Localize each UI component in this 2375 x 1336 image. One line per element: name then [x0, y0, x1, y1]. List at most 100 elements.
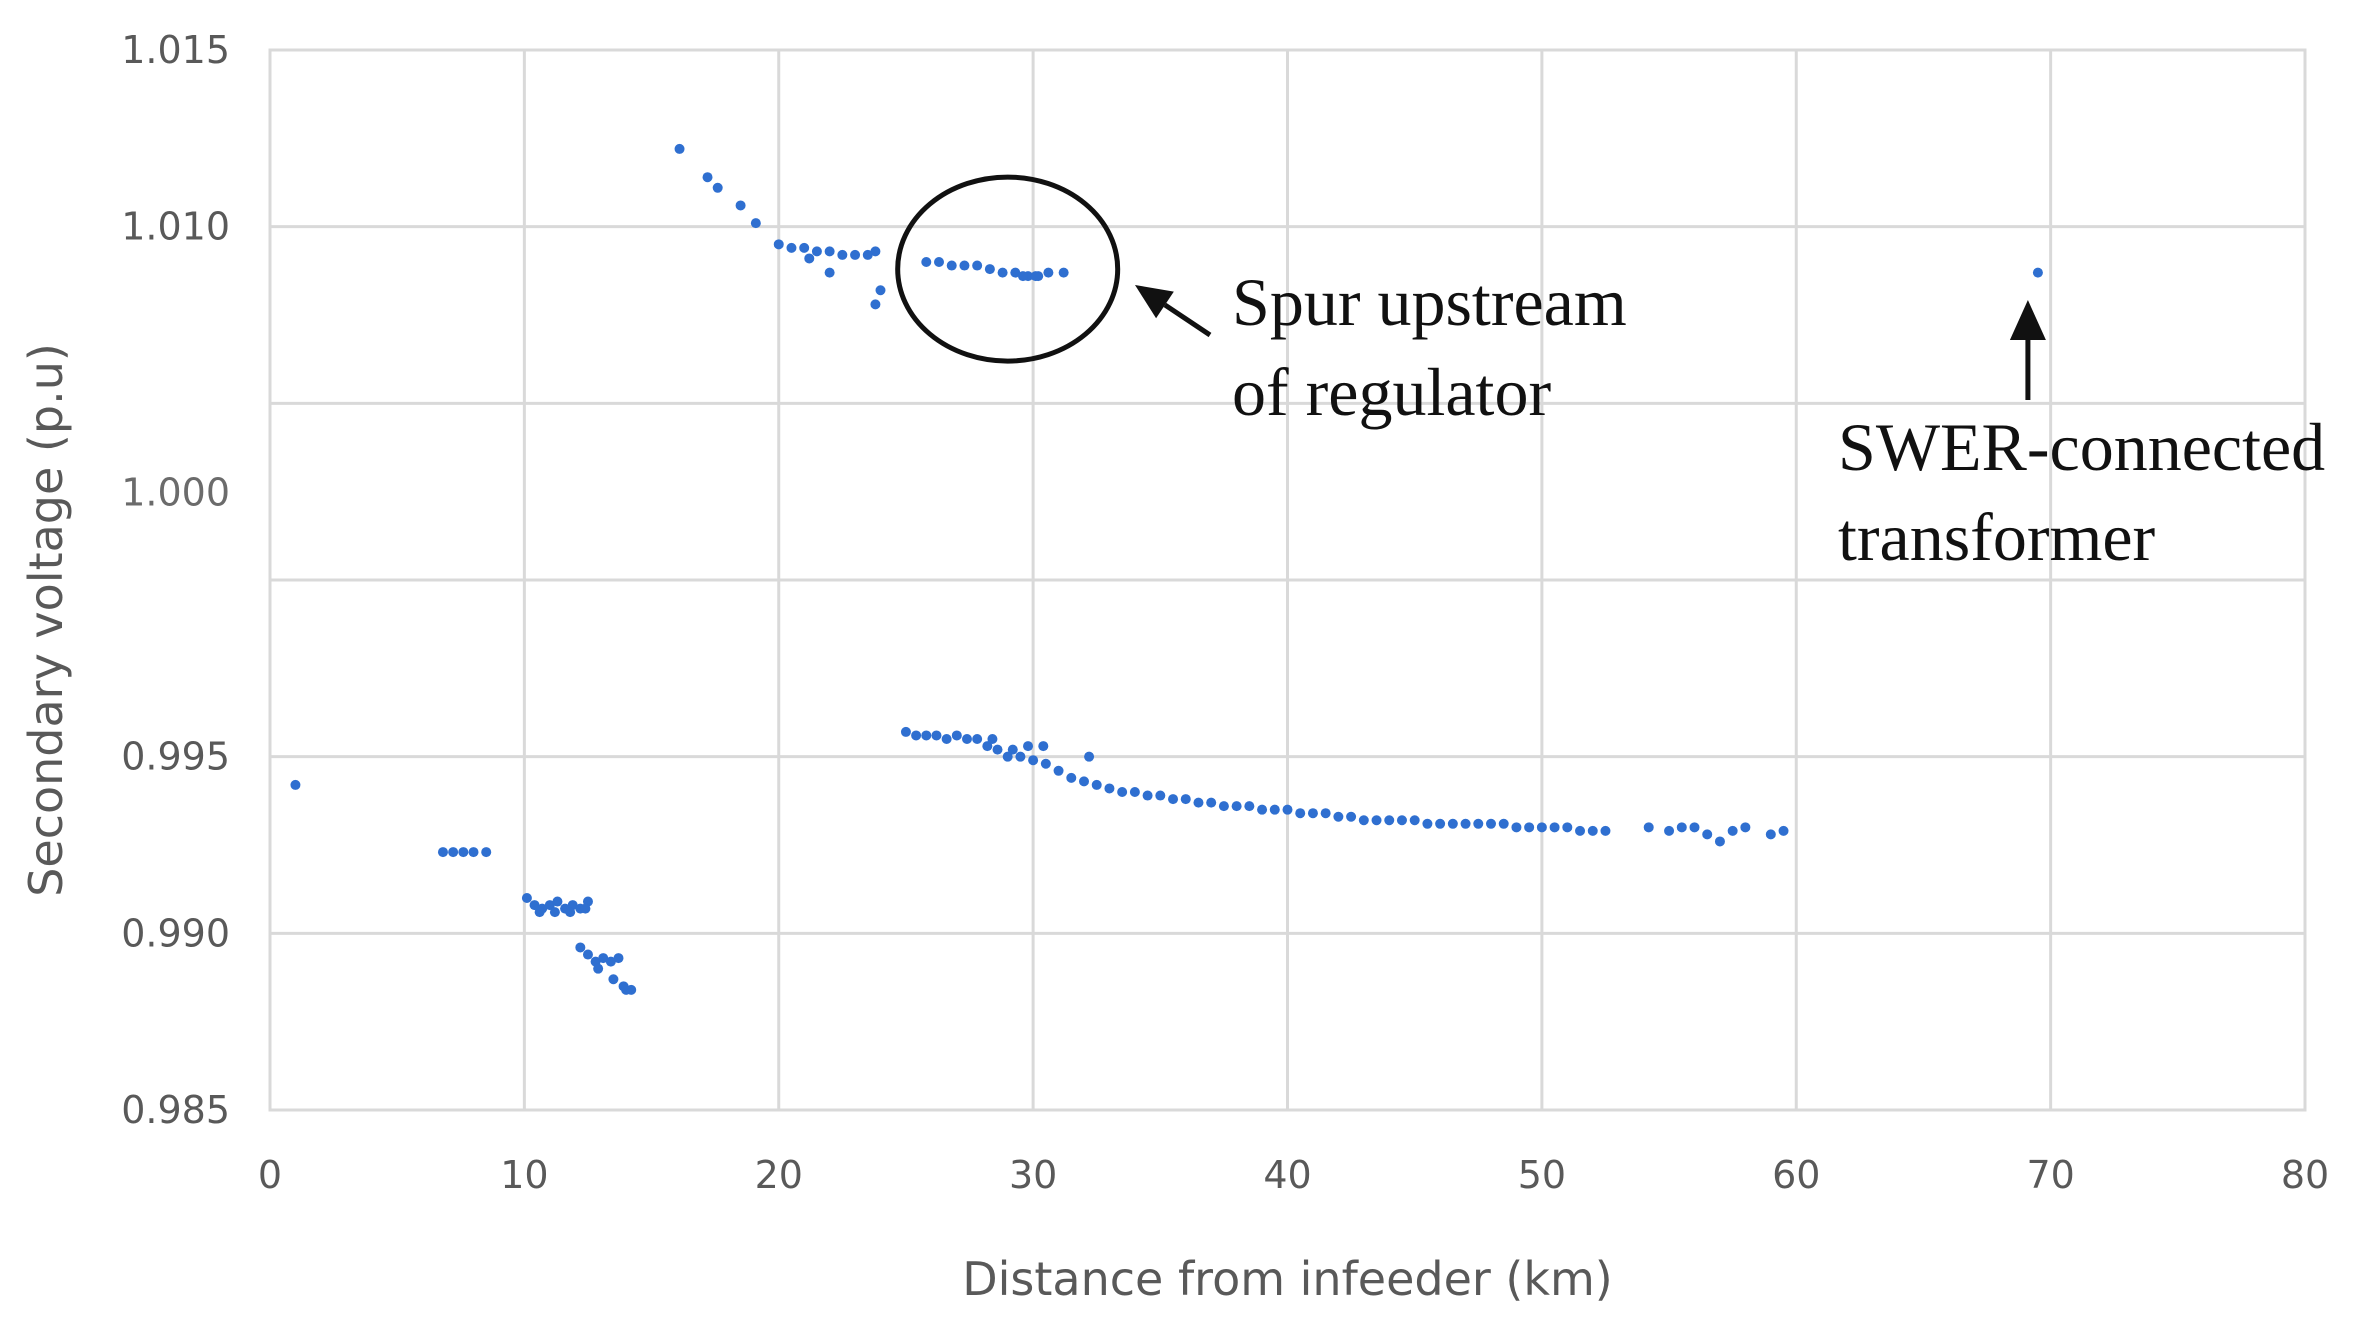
annotation-arrow-swer [2009, 300, 2046, 400]
data-point-0-73 [1015, 751, 1026, 762]
data-point-0-67 [951, 730, 962, 741]
data-point-0-94 [1218, 801, 1229, 812]
data-point-0-124 [1600, 825, 1611, 836]
data-point-0-19 [575, 942, 586, 953]
arrow-head [2009, 300, 2046, 340]
data-point-0-41 [850, 249, 861, 260]
data-point-0-30 [674, 143, 685, 154]
data-point-0-16 [549, 907, 560, 918]
data-point-0-36 [786, 242, 797, 253]
data-point-0-112 [1447, 818, 1458, 829]
data-point-0-133 [1765, 829, 1776, 840]
data-point-0-97 [1257, 804, 1268, 815]
data-point-0-62 [900, 726, 911, 737]
data-point-0-65 [931, 730, 942, 741]
data-point-0-102 [1320, 808, 1331, 819]
plot-area-frame [268, 48, 2307, 1112]
data-point-0-42 [862, 249, 873, 260]
data-point-0-80 [1084, 751, 1095, 762]
data-point-0-108 [1396, 815, 1407, 826]
data-point-0-131 [1727, 825, 1738, 836]
data-point-0-26 [626, 984, 637, 995]
data-point-0-78 [1023, 741, 1034, 752]
data-point-0-123 [1587, 825, 1598, 836]
data-point-0-84 [1091, 779, 1102, 790]
data-point-0-33 [735, 200, 746, 211]
data-point-0-135 [2032, 267, 2043, 278]
y-axis-title: Secondary voltage (p.u) [19, 343, 73, 897]
data-point-0-118 [1524, 822, 1535, 833]
data-point-0-9 [544, 900, 555, 911]
data-point-0-10 [552, 896, 563, 907]
data-point-0-121 [1562, 822, 1573, 833]
y-tick-label-5: 1.010 [121, 205, 230, 249]
data-point-0-75 [1040, 758, 1051, 769]
data-point-0-54 [997, 267, 1008, 278]
annotation-swer-line-2: transformer [1838, 499, 2156, 575]
data-point-0-58 [1043, 267, 1054, 278]
data-point-0-83 [1079, 776, 1089, 787]
arrow-shaft [1163, 302, 1212, 338]
data-point-0-52 [972, 260, 983, 271]
y-tick-label-2: 0.995 [121, 735, 230, 779]
annotation-spur-line-2: of regulator [1232, 354, 1551, 430]
data-point-0-68 [961, 734, 972, 744]
data-point-0-47 [875, 285, 886, 296]
data-point-0-126 [1664, 825, 1675, 836]
x-tick-label-5: 50 [1518, 1153, 1566, 1197]
data-point-0-39 [824, 246, 835, 257]
data-point-0-15 [534, 907, 545, 918]
data-point-0-113 [1460, 818, 1471, 829]
data-point-0-130 [1714, 836, 1725, 847]
data-point-0-64 [921, 730, 932, 741]
data-points [290, 143, 2043, 995]
data-point-0-61 [1030, 271, 1041, 282]
x-tick-label-7: 70 [2026, 1153, 2074, 1197]
annotation-spur-line-1: Spur upstream [1232, 264, 1627, 340]
data-point-0-132 [1740, 822, 1751, 833]
data-point-0-81 [1053, 765, 1064, 776]
data-point-0-71 [992, 744, 1003, 755]
data-point-0-45 [824, 267, 835, 278]
data-point-0-114 [1473, 818, 1484, 829]
data-point-0-23 [605, 956, 616, 967]
data-point-0-85 [1104, 783, 1115, 794]
data-point-0-82 [1066, 772, 1077, 783]
data-point-0-35 [773, 239, 784, 250]
data-point-0-91 [1180, 794, 1191, 805]
data-point-0-134 [1778, 825, 1789, 836]
data-point-0-122 [1575, 825, 1586, 836]
data-point-0-17 [565, 907, 576, 918]
data-point-0-119 [1536, 822, 1547, 833]
x-axis-tick-labels: 0 10 20 30 40 50 60 70 80 [258, 1153, 2329, 1197]
data-point-0-117 [1511, 822, 1522, 833]
data-point-0-90 [1168, 794, 1179, 805]
x-tick-label-1: 10 [500, 1153, 548, 1197]
data-point-0-49 [934, 257, 945, 267]
data-point-0-38 [811, 246, 822, 257]
annotation-swer-line-1: SWER-connected [1838, 409, 2325, 485]
data-point-0-115 [1486, 818, 1496, 829]
data-point-0-70 [982, 741, 993, 752]
data-point-0-53 [984, 264, 995, 275]
gridlines [268, 48, 2307, 1112]
y-tick-label-0: 0.985 [121, 1088, 230, 1132]
x-axis-title: Distance from infeeder (km) [962, 1252, 1613, 1306]
data-point-0-7 [529, 900, 540, 911]
data-point-0-111 [1435, 818, 1446, 829]
data-point-0-63 [911, 730, 922, 741]
data-point-0-96 [1244, 801, 1255, 812]
data-point-0-125 [1643, 822, 1654, 833]
data-point-0-116 [1498, 818, 1509, 829]
data-point-0-2 [448, 847, 459, 858]
data-point-0-87 [1129, 787, 1140, 797]
data-point-0-89 [1155, 790, 1166, 801]
data-point-0-66 [941, 734, 952, 744]
data-point-0-101 [1307, 808, 1318, 819]
data-point-0-3 [458, 847, 469, 858]
data-point-0-92 [1193, 797, 1204, 808]
data-point-0-18 [580, 903, 591, 914]
data-point-0-51 [959, 260, 970, 271]
data-point-0-110 [1422, 818, 1433, 829]
